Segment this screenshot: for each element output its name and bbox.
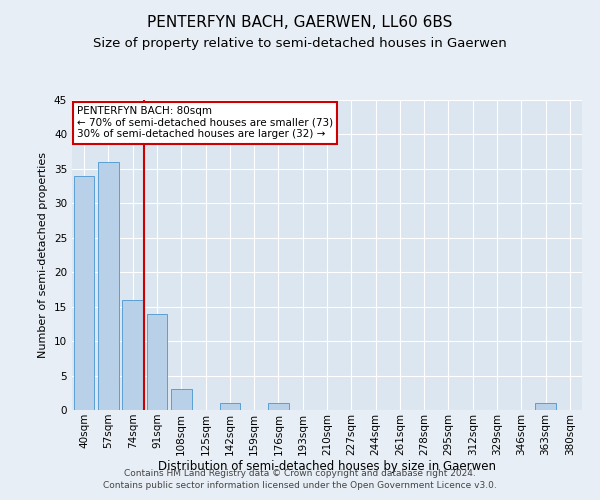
Bar (74, 176, 94, 410)
Text: Contains public sector information licensed under the Open Government Licence v3: Contains public sector information licen… (103, 481, 497, 490)
Text: Size of property relative to semi-detached houses in Gaerwen: Size of property relative to semi-detach… (93, 38, 507, 51)
Text: PENTERFYN BACH, GAERWEN, LL60 6BS: PENTERFYN BACH, GAERWEN, LL60 6BS (148, 15, 452, 30)
Bar (268, 403, 289, 410)
Bar (122, 300, 143, 410)
X-axis label: Distribution of semi-detached houses by size in Gaerwen: Distribution of semi-detached houses by … (158, 460, 496, 473)
Text: Contains HM Land Registry data © Crown copyright and database right 2024.: Contains HM Land Registry data © Crown c… (124, 468, 476, 477)
Bar (146, 314, 167, 410)
Bar (98, 162, 119, 410)
Bar (535, 403, 556, 410)
Bar (220, 403, 240, 410)
Text: PENTERFYN BACH: 80sqm
← 70% of semi-detached houses are smaller (73)
30% of semi: PENTERFYN BACH: 80sqm ← 70% of semi-deta… (77, 106, 333, 140)
Y-axis label: Number of semi-detached properties: Number of semi-detached properties (38, 152, 49, 358)
Bar (171, 390, 191, 410)
